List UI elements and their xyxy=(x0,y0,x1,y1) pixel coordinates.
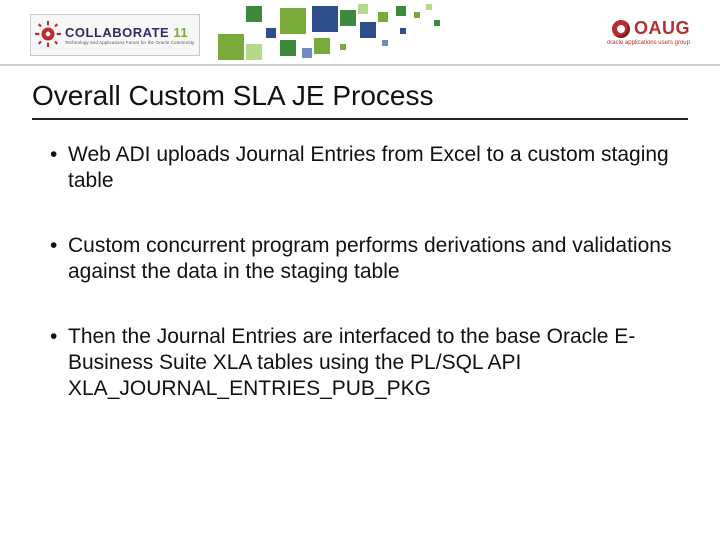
bullet-item: Custom concurrent program performs deriv… xyxy=(50,233,688,284)
bullet-item: Then the Journal Entries are interfaced … xyxy=(50,324,688,401)
page-title: Overall Custom SLA JE Process xyxy=(32,80,688,120)
decorative-square xyxy=(302,48,312,58)
header-band: COLLABORATE 11 Technology and Applicatio… xyxy=(0,0,720,66)
oaug-tagline: oracle applications users group xyxy=(607,40,690,46)
decorative-square xyxy=(218,34,244,60)
bullet-list: Web ADI uploads Journal Entries from Exc… xyxy=(32,142,688,401)
decorative-square xyxy=(266,28,276,38)
slide: COLLABORATE 11 Technology and Applicatio… xyxy=(0,0,720,540)
logo-brand: COLLABORATE xyxy=(65,25,169,40)
decorative-square xyxy=(396,6,406,16)
oaug-emblem-icon xyxy=(612,20,630,38)
logo-year: 11 xyxy=(173,25,188,40)
decorative-square xyxy=(314,38,330,54)
decorative-square xyxy=(340,10,356,26)
decorative-square xyxy=(434,20,440,26)
oaug-logo: OAUG xyxy=(612,18,690,39)
bullet-item: Web ADI uploads Journal Entries from Exc… xyxy=(50,142,688,193)
collaborate-logo: COLLABORATE 11 Technology and Applicatio… xyxy=(30,14,200,56)
decorative-square xyxy=(378,12,388,22)
content-area: Overall Custom SLA JE Process Web ADI up… xyxy=(32,80,688,441)
gear-icon xyxy=(35,21,61,47)
logo-tagline: Technology and Applications Forum for th… xyxy=(65,40,194,45)
decorative-squares xyxy=(210,0,470,66)
decorative-square xyxy=(246,6,262,22)
decorative-square xyxy=(426,4,432,10)
decorative-square xyxy=(280,40,296,56)
logo-brand-line: COLLABORATE 11 xyxy=(65,25,188,40)
decorative-square xyxy=(340,44,346,50)
decorative-square xyxy=(312,6,338,32)
decorative-square xyxy=(360,22,376,38)
decorative-square xyxy=(382,40,388,46)
decorative-square xyxy=(400,28,406,34)
decorative-square xyxy=(280,8,306,34)
oaug-name: OAUG xyxy=(634,18,690,39)
decorative-square xyxy=(358,4,368,14)
decorative-square xyxy=(246,44,262,60)
decorative-square xyxy=(414,12,420,18)
